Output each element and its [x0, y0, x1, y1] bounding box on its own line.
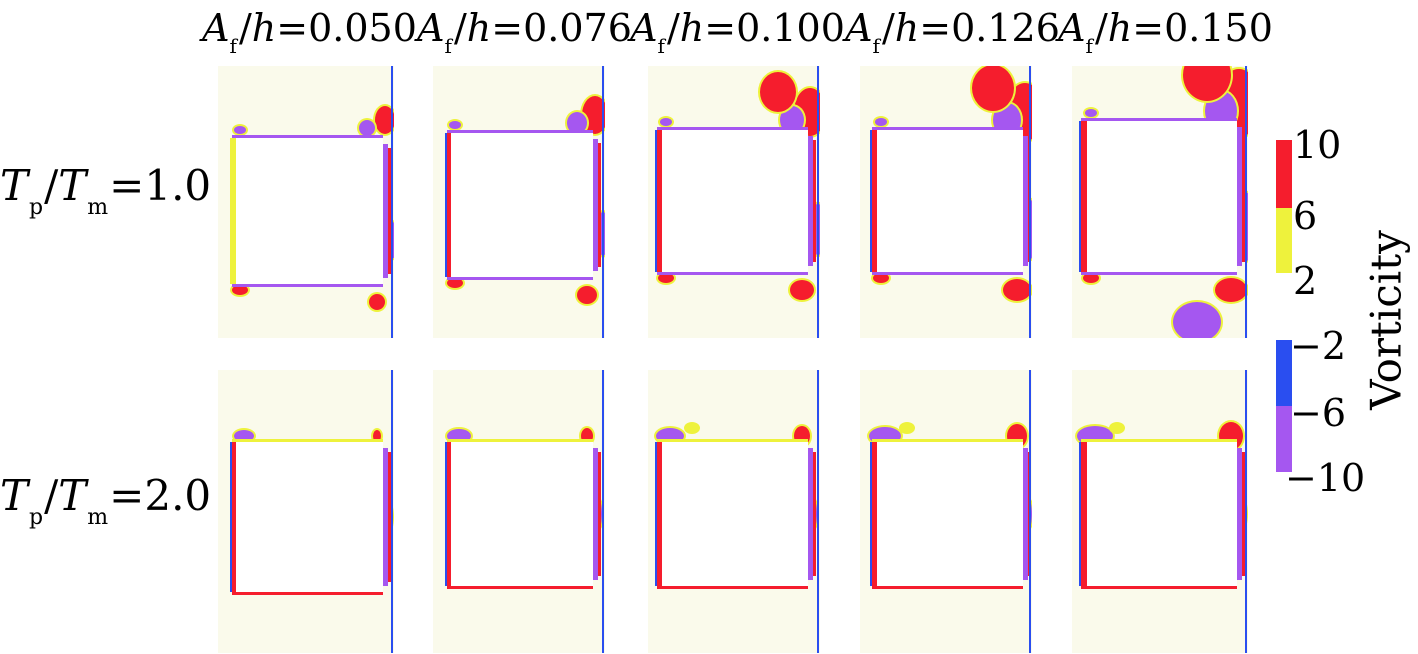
colorbar-strong-positive — [1276, 140, 1292, 208]
colorbar-strong-negative — [1276, 406, 1292, 472]
colorbar-tick-neg6: −6 — [1290, 391, 1347, 435]
vorticity-panel-r2-c5 — [1072, 370, 1248, 653]
colorbar-tick-6: 6 — [1293, 194, 1318, 238]
column-header-4: Af/h=0.126 — [845, 6, 1060, 58]
colorbar-tick-neg10: −10 — [1285, 456, 1366, 500]
column-header-2: Af/h=0.076 — [417, 6, 632, 58]
column-header-1: Af/h=0.050 — [202, 6, 417, 58]
colorbar-tick-10: 10 — [1293, 123, 1342, 167]
vorticity-panel-r1-c5 — [1072, 66, 1248, 338]
vorticity-panel-r2-c3 — [648, 370, 820, 653]
vorticity-panel-r2-c4 — [860, 370, 1032, 653]
colorbar-title: Vorticity — [1361, 230, 1411, 410]
vorticity-panel-r1-c3 — [648, 66, 820, 338]
vorticity-panel-r2-c1 — [218, 370, 394, 653]
vorticity-panel-r1-c4 — [860, 66, 1032, 338]
colorbar-tick-2: 2 — [1293, 259, 1318, 303]
vorticity-panel-r1-c1 — [218, 66, 394, 338]
column-header-5: Af/h=0.150 — [1058, 6, 1273, 58]
colorbar-tick-neg2: −2 — [1290, 324, 1347, 368]
vorticity-panel-r2-c2 — [433, 370, 605, 653]
colorbar-weak-negative — [1276, 340, 1292, 406]
column-header-3: Af/h=0.100 — [630, 6, 845, 58]
row-label-1: Tp/Tm=1.0 — [0, 161, 212, 220]
vorticity-panel-r1-c2 — [433, 66, 605, 338]
row-label-2: Tp/Tm=2.0 — [0, 471, 212, 530]
colorbar-weak-positive — [1276, 208, 1292, 273]
